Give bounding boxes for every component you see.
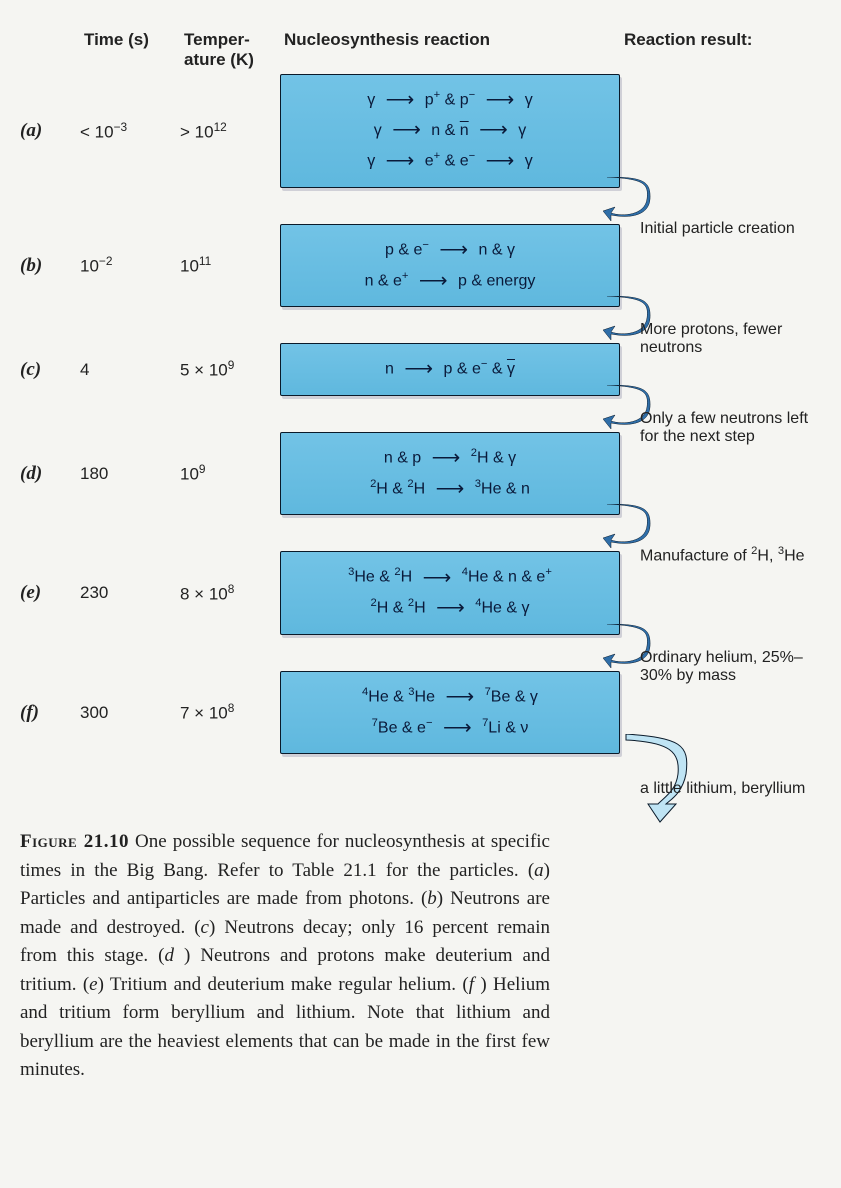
step-label: (e) bbox=[20, 582, 80, 604]
header-reaction: Nucleosynthesis reaction bbox=[280, 30, 620, 70]
header-result: Reaction result: bbox=[620, 30, 821, 70]
step-label: (f) bbox=[20, 702, 80, 724]
step-e: (e) 230 8 × 108 3He & 2H ⟶ 4He & n & e+2… bbox=[20, 551, 821, 634]
time-value: 10−2 bbox=[80, 254, 180, 277]
step-label: (a) bbox=[20, 120, 80, 142]
header-time: Time (s) bbox=[80, 30, 180, 70]
step-label: (d) bbox=[20, 463, 80, 485]
step-c: (c) 4 5 × 109 n ⟶ p & e− & γ Only a few … bbox=[20, 343, 821, 396]
time-value: 300 bbox=[80, 703, 180, 723]
steps-container: (a) < 10−3 > 1012 γ ⟶ p+ & p− ⟶ γγ ⟶ n &… bbox=[20, 74, 821, 754]
reaction-line: 2H & 2H ⟶ 4He & γ bbox=[287, 593, 613, 624]
column-headers: Time (s) Temper- ature (K) Nucleosynthes… bbox=[20, 30, 821, 70]
step-d: (d) 180 109 n & p ⟶ 2H & γ2H & 2H ⟶ 3He … bbox=[20, 432, 821, 515]
caption-text: One possible sequence for nucleosynthesi… bbox=[20, 831, 550, 1080]
step-label: (c) bbox=[20, 359, 80, 381]
time-value: 4 bbox=[80, 360, 180, 380]
step-label: (b) bbox=[20, 255, 80, 277]
final-result-label: a little lithium, beryllium bbox=[640, 780, 820, 798]
temperature-value: 109 bbox=[180, 462, 280, 485]
reaction-line: 3He & 2H ⟶ 4He & n & e+ bbox=[287, 562, 613, 593]
reaction-box: n ⟶ p & e− & γ bbox=[280, 343, 620, 396]
reaction-box: 3He & 2H ⟶ 4He & n & e+2H & 2H ⟶ 4He & γ bbox=[280, 551, 620, 634]
time-value: 230 bbox=[80, 583, 180, 603]
reaction-line: 7Be & e− ⟶ 7Li & ν bbox=[287, 713, 613, 744]
reaction-box: n & p ⟶ 2H & γ2H & 2H ⟶ 3He & n bbox=[280, 432, 620, 515]
time-value: 180 bbox=[80, 464, 180, 484]
reaction-line: 4He & 3He ⟶ 7Be & γ bbox=[287, 682, 613, 713]
figure-caption: Figure 21.10 One possible sequence for n… bbox=[20, 828, 550, 1085]
step-b: (b) 10−2 1011 p & e− ⟶ n & γn & e+ ⟶ p &… bbox=[20, 224, 821, 307]
time-value: < 10−3 bbox=[80, 120, 180, 143]
reaction-box: 4He & 3He ⟶ 7Be & γ7Be & e− ⟶ 7Li & ν bbox=[280, 671, 620, 754]
temperature-value: 5 × 109 bbox=[180, 358, 280, 381]
figure-label: Figure 21.10 bbox=[20, 831, 129, 852]
reaction-line: γ ⟶ n & n ⟶ γ bbox=[287, 116, 613, 146]
reaction-line: γ ⟶ p+ & p− ⟶ γ bbox=[287, 85, 613, 116]
reaction-line: p & e− ⟶ n & γ bbox=[287, 235, 613, 266]
temperature-value: > 1012 bbox=[180, 120, 280, 143]
flow-connector-icon bbox=[603, 504, 651, 548]
flow-connector-icon bbox=[603, 177, 651, 221]
reaction-line: 2H & 2H ⟶ 3He & n bbox=[287, 474, 613, 505]
temperature-value: 1011 bbox=[180, 254, 280, 277]
step-f: (f) 300 7 × 108 4He & 3He ⟶ 7Be & γ7Be &… bbox=[20, 671, 821, 754]
reaction-line: n & p ⟶ 2H & γ bbox=[287, 443, 613, 474]
reaction-line: n ⟶ p & e− & γ bbox=[287, 354, 613, 385]
temperature-value: 7 × 108 bbox=[180, 701, 280, 724]
temperature-value: 8 × 108 bbox=[180, 582, 280, 605]
reaction-line: γ ⟶ e+ & e− ⟶ γ bbox=[287, 146, 613, 177]
reaction-box: p & e− ⟶ n & γn & e+ ⟶ p & energy bbox=[280, 224, 620, 307]
step-a: (a) < 10−3 > 1012 γ ⟶ p+ & p− ⟶ γγ ⟶ n &… bbox=[20, 74, 821, 188]
reaction-line: n & e+ ⟶ p & energy bbox=[287, 266, 613, 297]
reaction-box: γ ⟶ p+ & p− ⟶ γγ ⟶ n & n ⟶ γγ ⟶ e+ & e− … bbox=[280, 74, 620, 188]
header-temp: Temper- ature (K) bbox=[180, 30, 280, 70]
